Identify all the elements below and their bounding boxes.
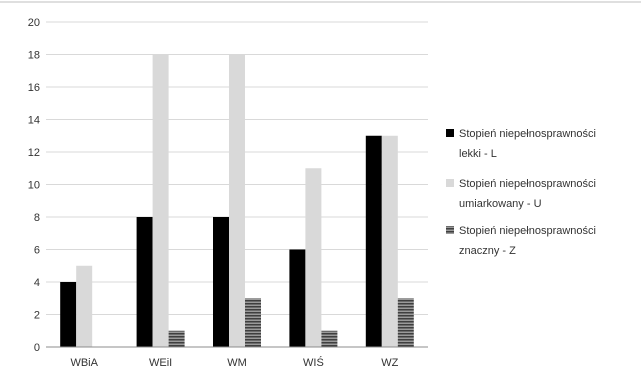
bar-series-1-WIŚ (289, 249, 306, 347)
y-tick-label: 2 (34, 310, 40, 322)
legend-label: Stopień niepełnosprawności (459, 178, 596, 190)
legend-label: lekki - L (459, 148, 497, 160)
bar-series-1-WZ (365, 135, 382, 347)
x-category-label: WZ (381, 357, 398, 369)
legend-label: Stopień niepełnosprawności (459, 225, 596, 237)
y-tick-label: 4 (34, 277, 40, 289)
y-tick-label: 8 (34, 212, 40, 224)
legend-swatch (446, 179, 454, 187)
y-tick-label: 10 (28, 180, 40, 192)
y-tick-label: 18 (28, 50, 40, 62)
y-tick-label: 20 (28, 17, 40, 29)
bars (60, 54, 414, 347)
legend-swatch (446, 129, 454, 137)
x-category-label: WIŚ (303, 356, 324, 369)
legend-label: Stopień niepełnosprawności (459, 128, 596, 140)
bar-series-2-WZ (381, 135, 398, 347)
bar-series-3-WZ (397, 298, 414, 347)
bar-series-3-WIŚ (321, 330, 338, 347)
bar-series-1-WBiA (60, 282, 77, 347)
x-category-label: WEiI (149, 357, 172, 369)
x-category-label: WM (227, 357, 247, 369)
y-tick-label: 12 (28, 147, 40, 159)
legend-label: umiarkowany - U (459, 198, 542, 210)
y-tick-label: 14 (28, 115, 40, 127)
bar-series-3-WM (245, 298, 261, 347)
legend-label: znaczny - Z (459, 245, 516, 257)
legend: Stopień niepełnosprawności lekki - L Stopi… (446, 128, 596, 257)
bar-series-3-WEiI (168, 330, 185, 347)
y-tick-label: 0 (34, 342, 40, 354)
x-category-label: WBiA (70, 357, 98, 369)
y-tick-label: 6 (34, 245, 40, 257)
bar-series-1-WM (213, 217, 229, 347)
x-axis-labels: WBiA WEiI WM WIŚ WZ (70, 356, 398, 369)
y-axis-ticks: 0 2 4 6 8 10 12 14 16 18 20 (28, 17, 40, 354)
y-tick-label: 16 (28, 82, 40, 94)
bar-series-2-WM (229, 54, 245, 347)
bar-series-1-WEiI (136, 217, 153, 347)
bar-series-2-WEiI (152, 54, 169, 347)
legend-swatch (446, 226, 454, 234)
bar-series-2-WBiA (76, 265, 93, 347)
bar-series-2-WIŚ (305, 168, 322, 347)
